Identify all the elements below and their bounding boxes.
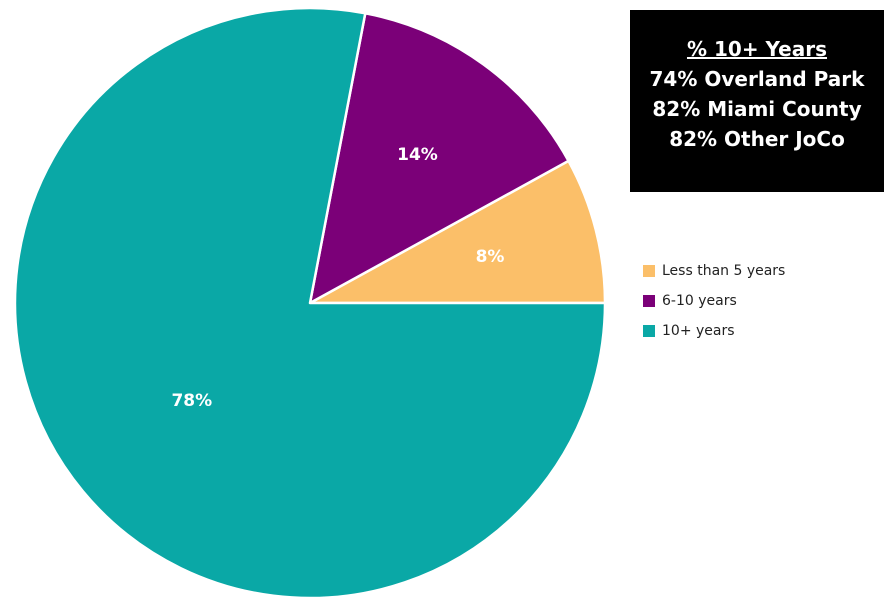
pie-labels: 8% 14% 78% <box>171 145 504 411</box>
legend-item-10-plus-years: 10+ years <box>643 316 785 346</box>
callout-line-miami-county: 82% Miami County <box>652 97 862 121</box>
callout-box: % 10+ Years 74% Overland Park 82% Miami … <box>630 10 884 192</box>
legend: Less than 5 years 6-10 years 10+ years <box>643 256 785 346</box>
callout-line-overland-park: 74% Overland Park <box>649 67 865 91</box>
pie-slice-6-10-years <box>308 11 570 305</box>
pie-slice-10-plus-years <box>13 6 607 597</box>
legend-label-6-10-years: 6-10 years <box>662 293 737 309</box>
legend-label-less-than-5-years: Less than 5 years <box>662 263 786 279</box>
pie-slice-less-than-5-years <box>308 159 607 305</box>
legend-swatch-less-than-5-years <box>643 265 655 277</box>
legend-swatch-10-plus-years <box>643 325 655 337</box>
legend-item-less-than-5-years: Less than 5 years <box>643 256 785 286</box>
callout-line-other-joco: 82% Other JoCo <box>669 127 845 151</box>
legend-label-10-plus-years: 10+ years <box>662 323 735 339</box>
callout-title: % 10+ Years <box>686 37 828 61</box>
pie-label-10-plus-years: 78% <box>171 391 212 411</box>
pie-slices <box>13 6 607 597</box>
legend-swatch-6-10-years <box>643 295 655 307</box>
pie-label-6-10-years: 14% <box>397 145 438 165</box>
pie-label-less-than-5-years: 8% <box>476 247 505 267</box>
legend-item-6-10-years: 6-10 years <box>643 286 785 316</box>
